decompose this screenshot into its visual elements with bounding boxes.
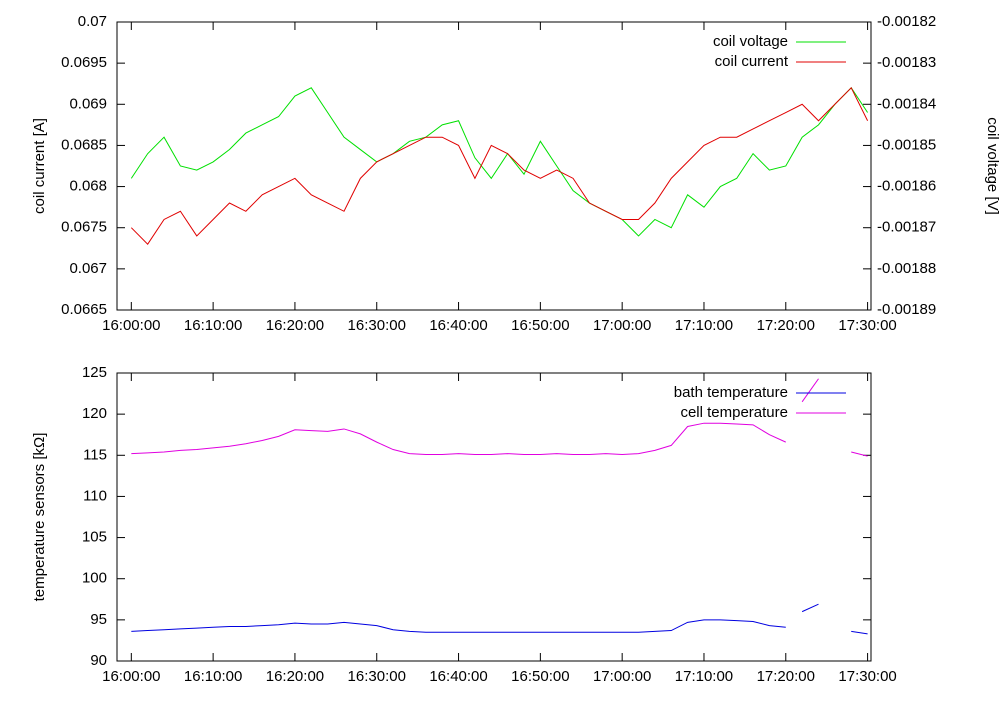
y-axis-label: temperature sensors [kΩ] [31,433,48,602]
x-tick-label: 17:10:00 [675,668,733,685]
legend-label: coil current [715,53,789,70]
x-tick-label: 16:10:00 [184,317,242,334]
x-tick-label: 16:00:00 [102,317,160,334]
x-tick-label: 16:50:00 [511,668,569,685]
series-line [131,603,868,635]
x-tick-label: 17:00:00 [593,668,651,685]
y-tick-label: 120 [82,405,107,422]
y-tick-label: 110 [83,487,107,504]
y-tick-label: 100 [82,570,107,587]
y2-tick-label: -0.00182 [877,13,936,30]
series-line [130,86,869,245]
x-tick-label: 16:20:00 [266,668,324,685]
y2-tick-label: -0.00185 [877,136,936,153]
y-tick-label: 0.068 [69,178,107,195]
y2-tick-label: -0.00189 [877,301,936,318]
y-tick-label: 0.0665 [61,301,107,318]
x-tick-label: 17:00:00 [593,317,651,334]
x-tick-label: 16:40:00 [429,317,487,334]
y-tick-label: 125 [82,364,107,381]
y-tick-label: 95 [90,611,107,628]
x-tick-label: 16:00:00 [102,668,160,685]
y2-tick-label: -0.00188 [877,260,936,277]
x-tick-label: 16:50:00 [511,317,569,334]
y-tick-label: 115 [83,446,107,463]
y-axis-label: coil current [A] [31,118,48,214]
series-line [131,378,868,457]
x-tick-label: 17:10:00 [675,317,733,334]
y-tick-label: 105 [82,529,107,546]
y-tick-label: 0.0675 [61,219,107,236]
y-tick-label: 0.0695 [61,54,107,71]
y-tick-label: 0.069 [69,95,107,112]
x-tick-label: 16:30:00 [348,668,406,685]
x-tick-label: 17:30:00 [838,668,896,685]
x-tick-label: 16:10:00 [184,668,242,685]
y2-tick-label: -0.00183 [877,54,936,71]
x-tick-label: 17:30:00 [838,317,896,334]
y2-tick-label: -0.00187 [877,219,936,236]
y2-axis-label: coil voltage [V] [984,117,1000,215]
y-tick-label: 0.07 [78,13,107,30]
series-line [130,87,869,237]
x-tick-label: 17:20:00 [757,668,815,685]
legend-label: bath temperature [674,384,788,401]
y-tick-label: 0.0685 [61,136,107,153]
legend-label: coil voltage [713,33,788,50]
y2-tick-label: -0.00184 [877,95,936,112]
x-tick-label: 17:20:00 [757,317,815,334]
x-tick-label: 16:20:00 [266,317,324,334]
legend-label: cell temperature [680,404,788,421]
y2-tick-label: -0.00186 [877,178,936,195]
y-tick-label: 90 [90,652,107,669]
x-tick-label: 16:40:00 [429,668,487,685]
plot-frame [116,21,872,311]
y-tick-label: 0.067 [69,260,107,277]
plot-frame [116,372,872,662]
x-tick-label: 16:30:00 [348,317,406,334]
